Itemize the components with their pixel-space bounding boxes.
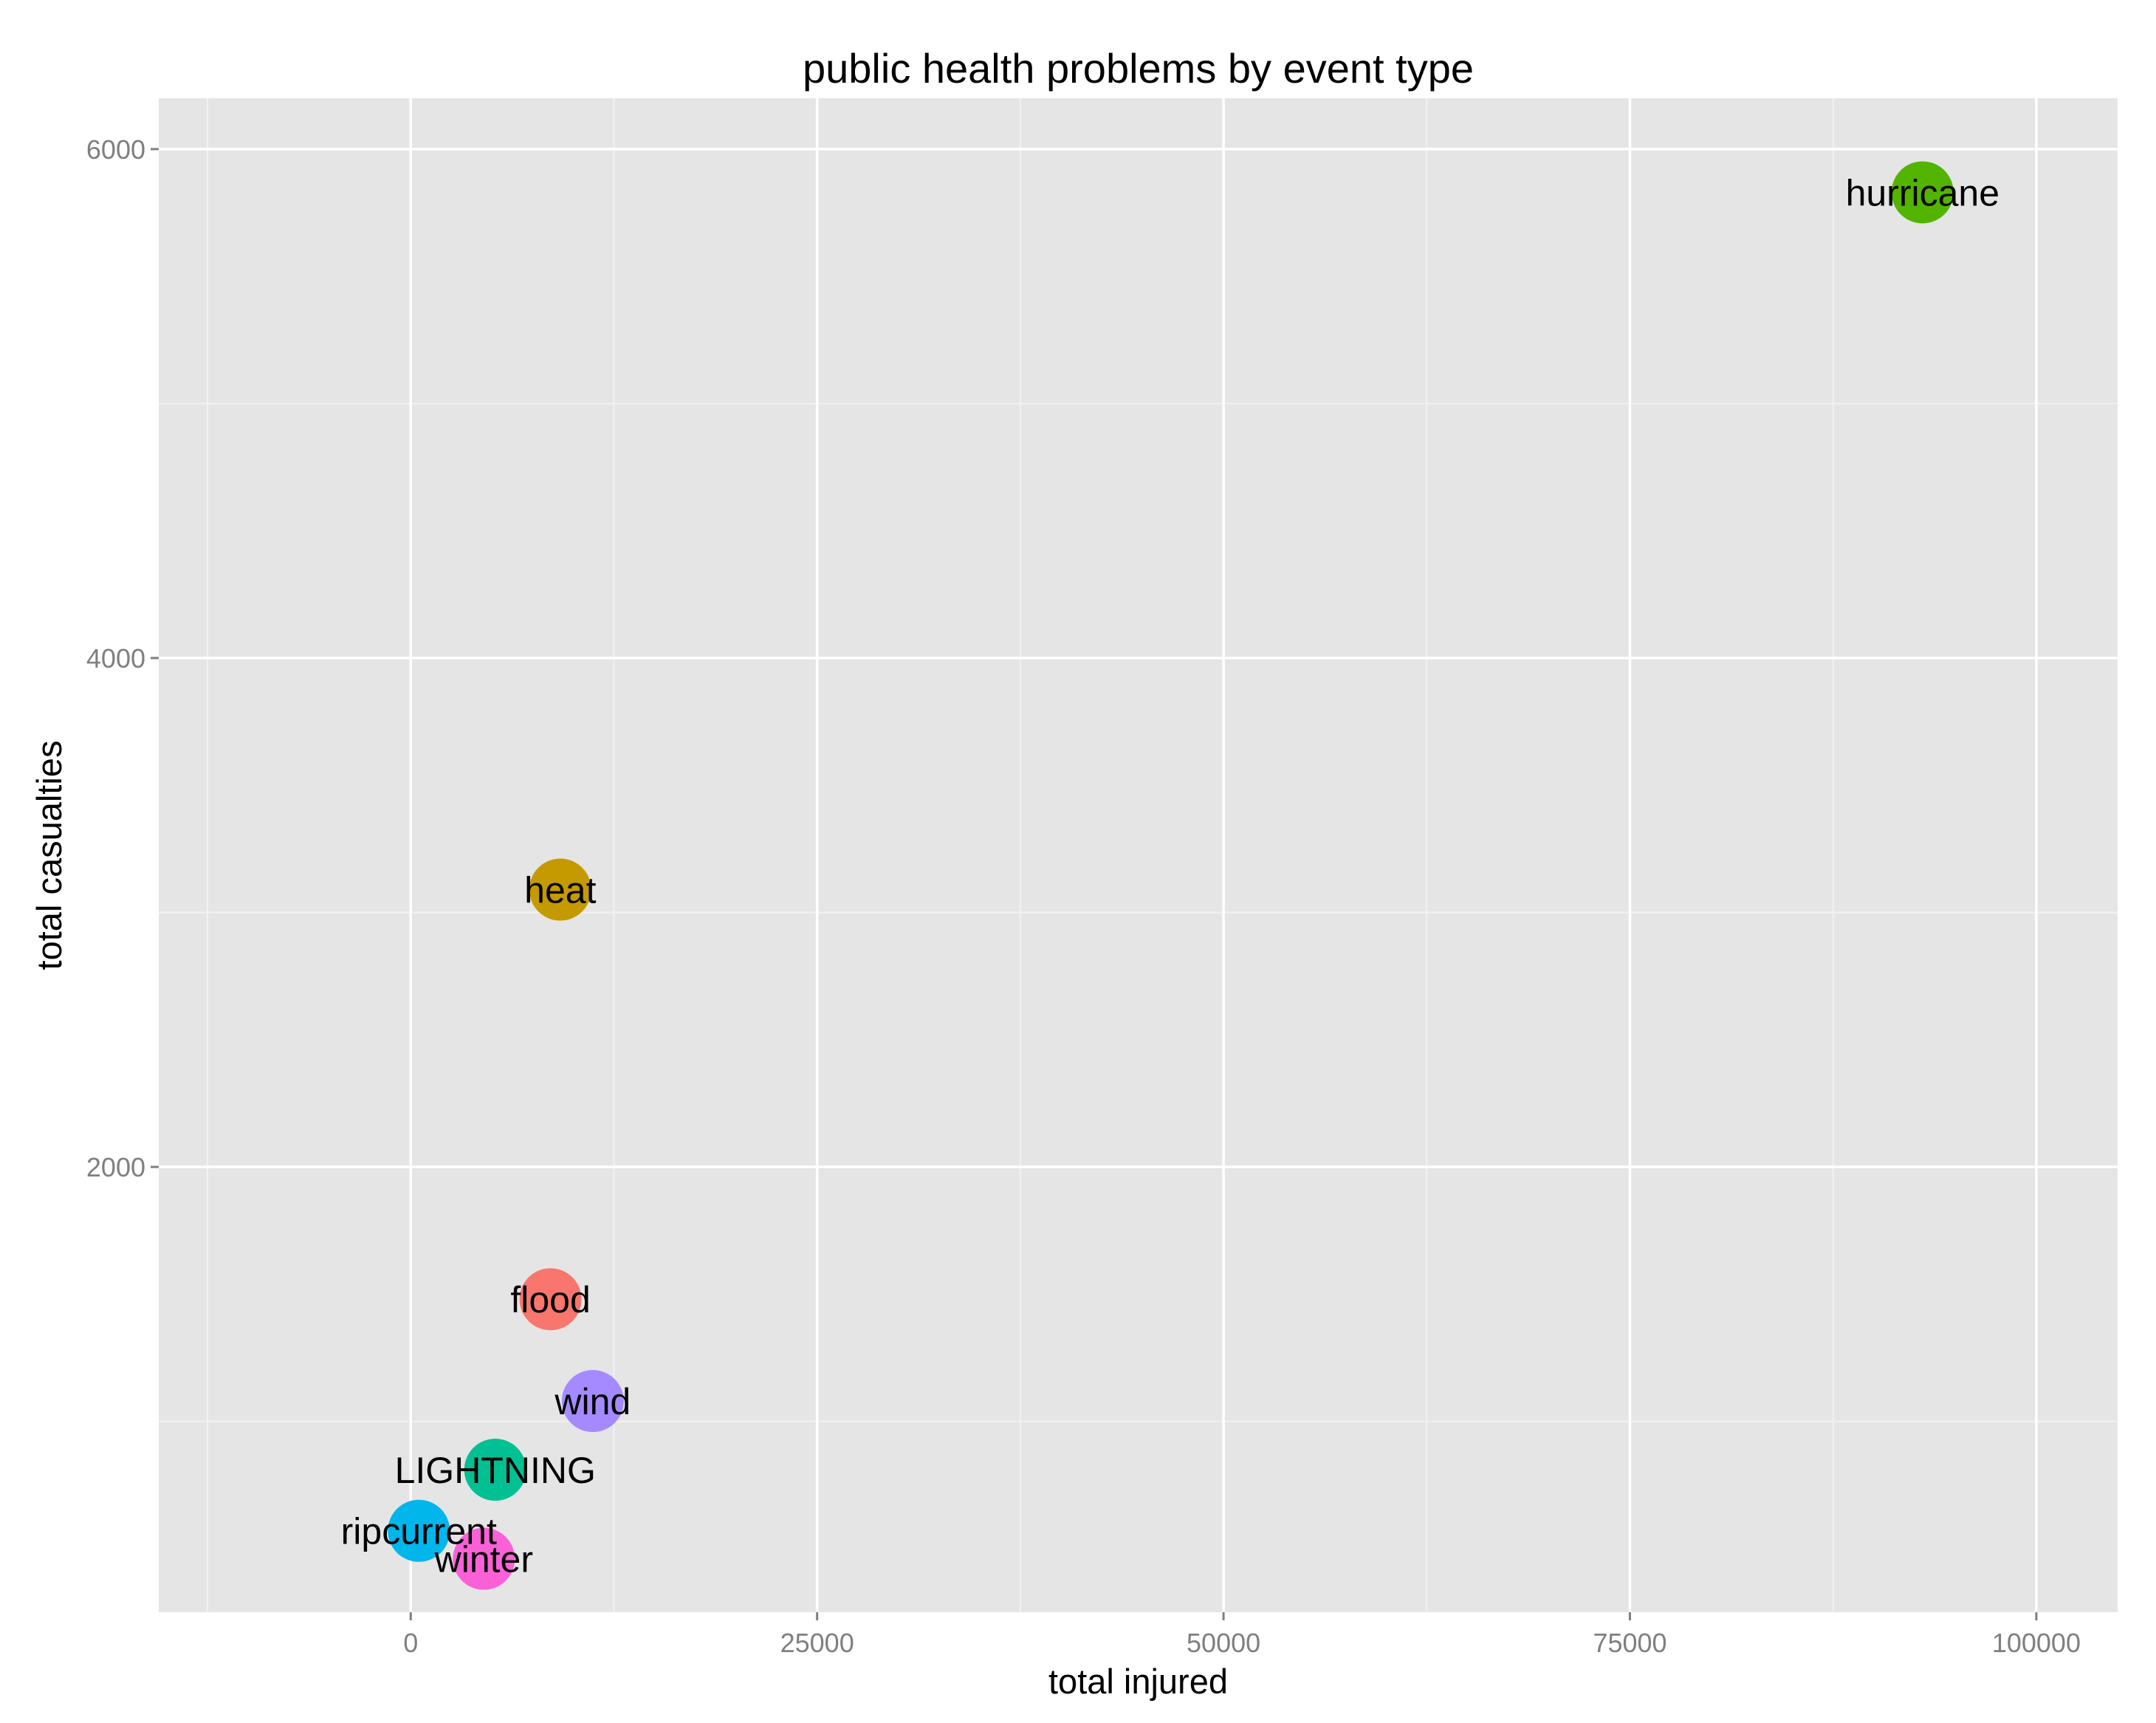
x-tick-label: 100000 — [1992, 1628, 2081, 1658]
x-tick-label: 0 — [403, 1628, 418, 1658]
data-point-heat — [529, 858, 591, 921]
data-point-lightning — [464, 1439, 526, 1501]
x-tick-label: 75000 — [1593, 1628, 1666, 1658]
data-label-hurricane: hurricane — [1846, 172, 1999, 213]
data-point-flood — [519, 1268, 582, 1331]
data-point-wind — [561, 1370, 624, 1433]
data-label-ripcurrent: ripcurrent — [341, 1511, 497, 1552]
y-tick-label: 2000 — [86, 1152, 145, 1182]
minor-gridlines — [159, 98, 2118, 1612]
data-label-winter: winter — [434, 1539, 533, 1580]
y-axis-title: total casualties — [30, 741, 69, 970]
data-point-winter — [453, 1527, 515, 1590]
axis-ticks — [151, 148, 2038, 1620]
y-tick-label: 4000 — [86, 643, 145, 674]
x-axis-title: total injured — [1048, 1662, 1228, 1701]
data-label-lightning: LIGHTNING — [395, 1450, 596, 1491]
data-points — [388, 161, 1954, 1590]
data-label-wind: wind — [554, 1381, 631, 1422]
plot-panel — [159, 98, 2118, 1612]
data-point-hurricane — [1891, 161, 1954, 224]
x-tick-label: 25000 — [780, 1628, 854, 1658]
data-point-ripcurrent — [388, 1499, 450, 1562]
data-label-flood: flood — [510, 1279, 590, 1320]
point-labels: hurricane heat flood wind LIGHTNING ripcurren… — [341, 172, 1999, 1580]
major-gridlines — [159, 98, 2118, 1612]
tick-labels: 0 25000 50000 75000 100000 2000 4000 6000 — [86, 134, 2081, 1658]
x-tick-label: 50000 — [1187, 1628, 1260, 1658]
data-label-heat: heat — [524, 870, 596, 911]
chart-title: public health problems by event type — [803, 45, 1474, 92]
y-tick-label: 6000 — [86, 134, 145, 165]
